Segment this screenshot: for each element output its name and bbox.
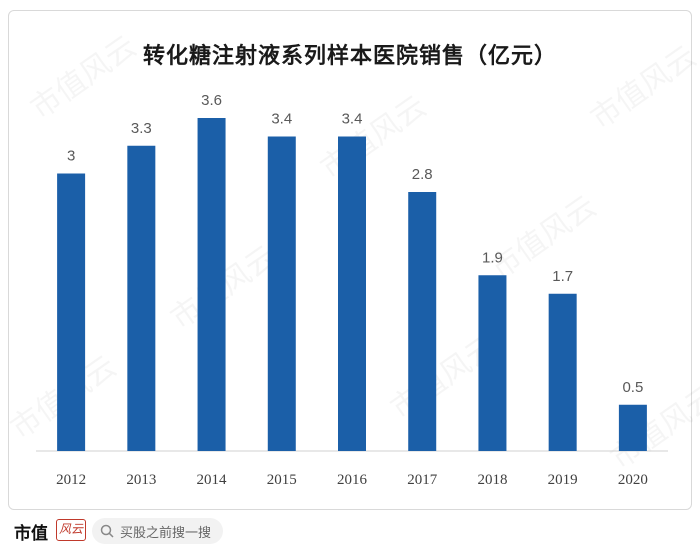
value-label-2013: 3.3 xyxy=(131,120,152,137)
bar-2015 xyxy=(267,136,296,451)
value-label-2017: 2.8 xyxy=(412,166,433,183)
tick-label-2012: 2012 xyxy=(56,472,86,488)
bar-2020 xyxy=(618,404,647,451)
tick-label-2014: 2014 xyxy=(197,472,228,488)
value-label-2016: 3.4 xyxy=(342,111,363,128)
value-label-2012: 3 xyxy=(67,148,75,165)
bar-2018 xyxy=(478,275,507,451)
value-label-2015: 3.4 xyxy=(271,111,292,128)
bar-series xyxy=(57,118,647,451)
bar-2019 xyxy=(548,293,577,451)
tick-label-2013: 2013 xyxy=(126,472,156,488)
tick-label-2019: 2019 xyxy=(548,472,578,488)
tick-label-2017: 2017 xyxy=(407,472,438,488)
value-label-2019: 1.7 xyxy=(552,268,573,285)
x-tick-labels: 2012 2013 2014 2015 2016 2017 2018 2019 2020 xyxy=(56,472,648,488)
brand-logo: 风云 xyxy=(56,519,86,541)
bar-2012 xyxy=(57,173,86,451)
bar-2017 xyxy=(408,192,437,451)
value-labels: 3 3.3 3.6 3.4 3.4 2.8 1.9 1.7 0.5 xyxy=(67,92,643,396)
bar-2013 xyxy=(127,145,156,451)
brand-name: 市值 xyxy=(14,524,48,544)
value-label-2020: 0.5 xyxy=(622,379,643,396)
search-box[interactable]: 买股之前搜一搜 xyxy=(92,518,224,544)
bar-2016 xyxy=(338,136,366,451)
value-label-2014: 3.6 xyxy=(201,92,222,109)
search-icon xyxy=(100,524,114,538)
value-label-2018: 1.9 xyxy=(482,249,503,266)
bar-2014 xyxy=(197,118,226,451)
tick-label-2016: 2016 xyxy=(337,472,368,488)
footer-bar: 市值 风云 买股之前搜一搜 xyxy=(0,512,700,551)
tick-label-2018: 2018 xyxy=(477,472,507,488)
search-placeholder: 买股之前搜一搜 xyxy=(120,525,212,541)
tick-label-2015: 2015 xyxy=(267,472,297,488)
tick-label-2020: 2020 xyxy=(618,472,648,488)
chart-title: 转化糖注射液系列样本医院销售（亿元） xyxy=(142,44,557,69)
chart-canvas: 市值风云市值风云市值风云市值风云市值风云市值风云市值风云市值风云 33.33.6… xyxy=(36,92,700,488)
